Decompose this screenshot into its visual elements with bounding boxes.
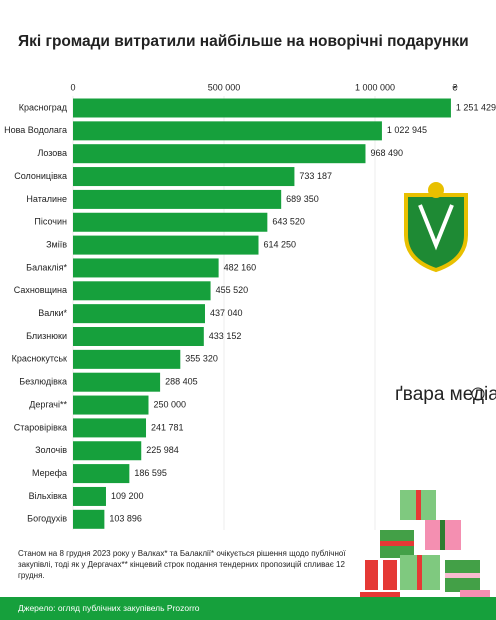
y-tick-label: Солоницівка bbox=[14, 171, 67, 181]
value-label: 643 520 bbox=[272, 217, 305, 227]
y-tick-label: Вільхівка bbox=[29, 491, 67, 501]
value-label: 689 350 bbox=[286, 194, 319, 204]
y-tick-label: Нова Водолага bbox=[4, 125, 67, 135]
y-tick-label: Красноград bbox=[19, 102, 68, 112]
y-tick-label: Богодухів bbox=[27, 514, 67, 524]
value-label: 733 187 bbox=[299, 171, 332, 181]
value-label: 241 781 bbox=[151, 422, 184, 432]
chart-title: Які громади витратили найбільше на новор… bbox=[18, 33, 469, 50]
bar bbox=[73, 144, 366, 164]
bar bbox=[73, 235, 259, 255]
y-tick-label: Близнюки bbox=[26, 331, 67, 341]
y-tick-label: Безлюдівка bbox=[19, 377, 67, 387]
y-tick-label: Пісочин bbox=[34, 217, 67, 227]
y-tick-label: Сахновщина bbox=[14, 285, 67, 295]
value-label: 288 405 bbox=[165, 377, 198, 387]
value-label: 433 152 bbox=[209, 331, 242, 341]
y-tick-label: Зміїв bbox=[46, 239, 67, 249]
bar bbox=[73, 258, 219, 278]
bar bbox=[73, 441, 142, 461]
bar bbox=[73, 281, 211, 301]
y-tick-label: Старовірівка bbox=[14, 422, 67, 432]
source: Джерело: огляд публічних закупівель Proz… bbox=[0, 597, 496, 620]
bar bbox=[73, 212, 268, 232]
bar bbox=[73, 418, 147, 438]
value-label: 437 040 bbox=[210, 308, 243, 318]
bar bbox=[73, 464, 130, 484]
bar bbox=[73, 395, 149, 415]
bar bbox=[73, 167, 295, 187]
bar bbox=[73, 189, 282, 209]
logo: ґвара медіа bbox=[395, 384, 496, 405]
value-label: 109 200 bbox=[111, 491, 144, 501]
value-label: 355 320 bbox=[185, 354, 218, 364]
y-tick-label: Краснокутськ bbox=[12, 354, 67, 364]
bar bbox=[73, 304, 205, 324]
value-label: 103 896 bbox=[109, 514, 142, 524]
bar bbox=[73, 372, 161, 392]
value-label: 250 000 bbox=[154, 399, 187, 409]
bar bbox=[73, 349, 181, 369]
y-tick-label: Мерефа bbox=[32, 468, 67, 478]
value-label: 455 520 bbox=[216, 285, 249, 295]
bar bbox=[73, 327, 204, 346]
logo-mark bbox=[471, 387, 485, 401]
y-tick-label: Дергачі** bbox=[29, 399, 67, 409]
y-tick-label: Валки* bbox=[38, 308, 67, 318]
value-label: 225 984 bbox=[146, 445, 179, 455]
coat-of-arms bbox=[404, 182, 468, 273]
bar bbox=[73, 486, 106, 506]
value-label: 1 022 945 bbox=[387, 125, 427, 135]
y-tick-label: Золочів bbox=[35, 445, 67, 455]
unit-label: ₴ bbox=[452, 82, 457, 92]
bar bbox=[73, 121, 382, 141]
gifts bbox=[360, 490, 490, 597]
x-tick-label: 1 000 000 bbox=[355, 82, 395, 92]
x-tick-label: 0 bbox=[70, 82, 75, 92]
y-tick-label: Лозова bbox=[37, 148, 67, 158]
y-tick-label: Наталине bbox=[26, 194, 67, 204]
value-label: 968 490 bbox=[370, 148, 403, 158]
value-label: 614 250 bbox=[264, 239, 297, 249]
footnote: Станом на 8 грудня 2023 року у Валках* т… bbox=[18, 549, 346, 580]
value-label: 1 251 429 bbox=[456, 102, 496, 112]
value-label: 482 160 bbox=[224, 262, 257, 272]
bar bbox=[73, 509, 105, 529]
y-tick-label: Балаклія* bbox=[26, 262, 67, 272]
value-label: 186 595 bbox=[134, 468, 167, 478]
bar bbox=[73, 98, 451, 118]
x-tick-label: 500 000 bbox=[208, 82, 241, 92]
